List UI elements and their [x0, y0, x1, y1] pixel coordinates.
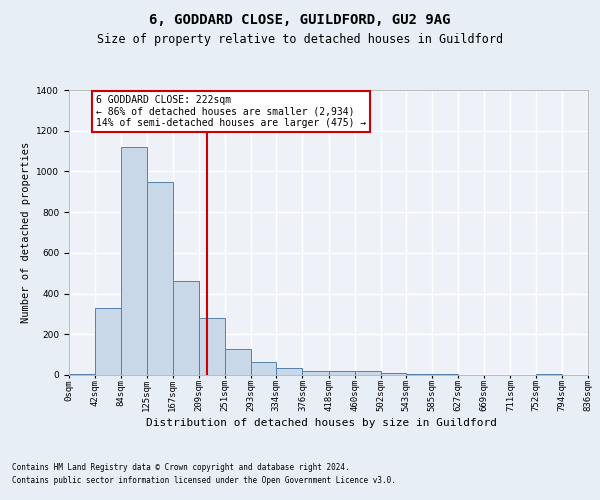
- Bar: [199, 318, 225, 375]
- Bar: [355, 371, 380, 375]
- Text: Size of property relative to detached houses in Guildford: Size of property relative to detached ho…: [97, 32, 503, 46]
- Bar: [69, 374, 95, 375]
- Bar: [173, 282, 199, 375]
- Bar: [121, 147, 146, 375]
- Bar: [432, 374, 458, 375]
- Bar: [146, 182, 173, 375]
- Text: Contains public sector information licensed under the Open Government Licence v3: Contains public sector information licen…: [12, 476, 396, 485]
- Bar: [95, 308, 121, 375]
- Bar: [251, 362, 277, 375]
- Y-axis label: Number of detached properties: Number of detached properties: [21, 142, 31, 323]
- Text: Contains HM Land Registry data © Crown copyright and database right 2024.: Contains HM Land Registry data © Crown c…: [12, 462, 350, 471]
- Text: Distribution of detached houses by size in Guildford: Distribution of detached houses by size …: [146, 418, 497, 428]
- Bar: [329, 371, 355, 375]
- Bar: [225, 348, 251, 375]
- Bar: [277, 368, 302, 375]
- Bar: [536, 374, 562, 375]
- Text: 6 GODDARD CLOSE: 222sqm
← 86% of detached houses are smaller (2,934)
14% of semi: 6 GODDARD CLOSE: 222sqm ← 86% of detache…: [97, 95, 367, 128]
- Bar: [302, 372, 329, 375]
- Bar: [380, 372, 406, 375]
- Text: 6, GODDARD CLOSE, GUILDFORD, GU2 9AG: 6, GODDARD CLOSE, GUILDFORD, GU2 9AG: [149, 12, 451, 26]
- Bar: [406, 374, 432, 375]
